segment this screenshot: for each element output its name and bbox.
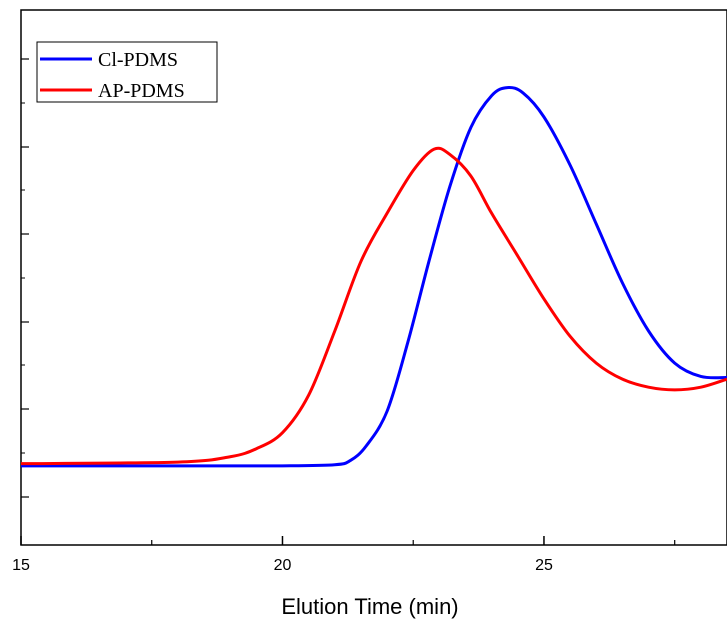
series-line-ap-pdms [20, 146, 727, 466]
series-line-cl-pdms [21, 85, 727, 468]
x-axis-title: Elution Time (min) [281, 594, 458, 619]
x-tick-label-20: 20 [274, 557, 292, 574]
legend-label-cl-pdms: Cl-PDMS [98, 49, 178, 71]
legend: Cl-PDMS AP-PDMS [36, 41, 218, 103]
x-tick-label-15: 15 [12, 557, 30, 574]
legend-box [36, 41, 218, 103]
x-axis-ticks: 15 20 25 [12, 536, 676, 574]
y-axis-ticks [21, 58, 29, 498]
series-layer [20, 85, 727, 468]
legend-label-ap-pdms: AP-PDMS [98, 80, 185, 102]
x-tick-label-25: 25 [535, 557, 553, 574]
